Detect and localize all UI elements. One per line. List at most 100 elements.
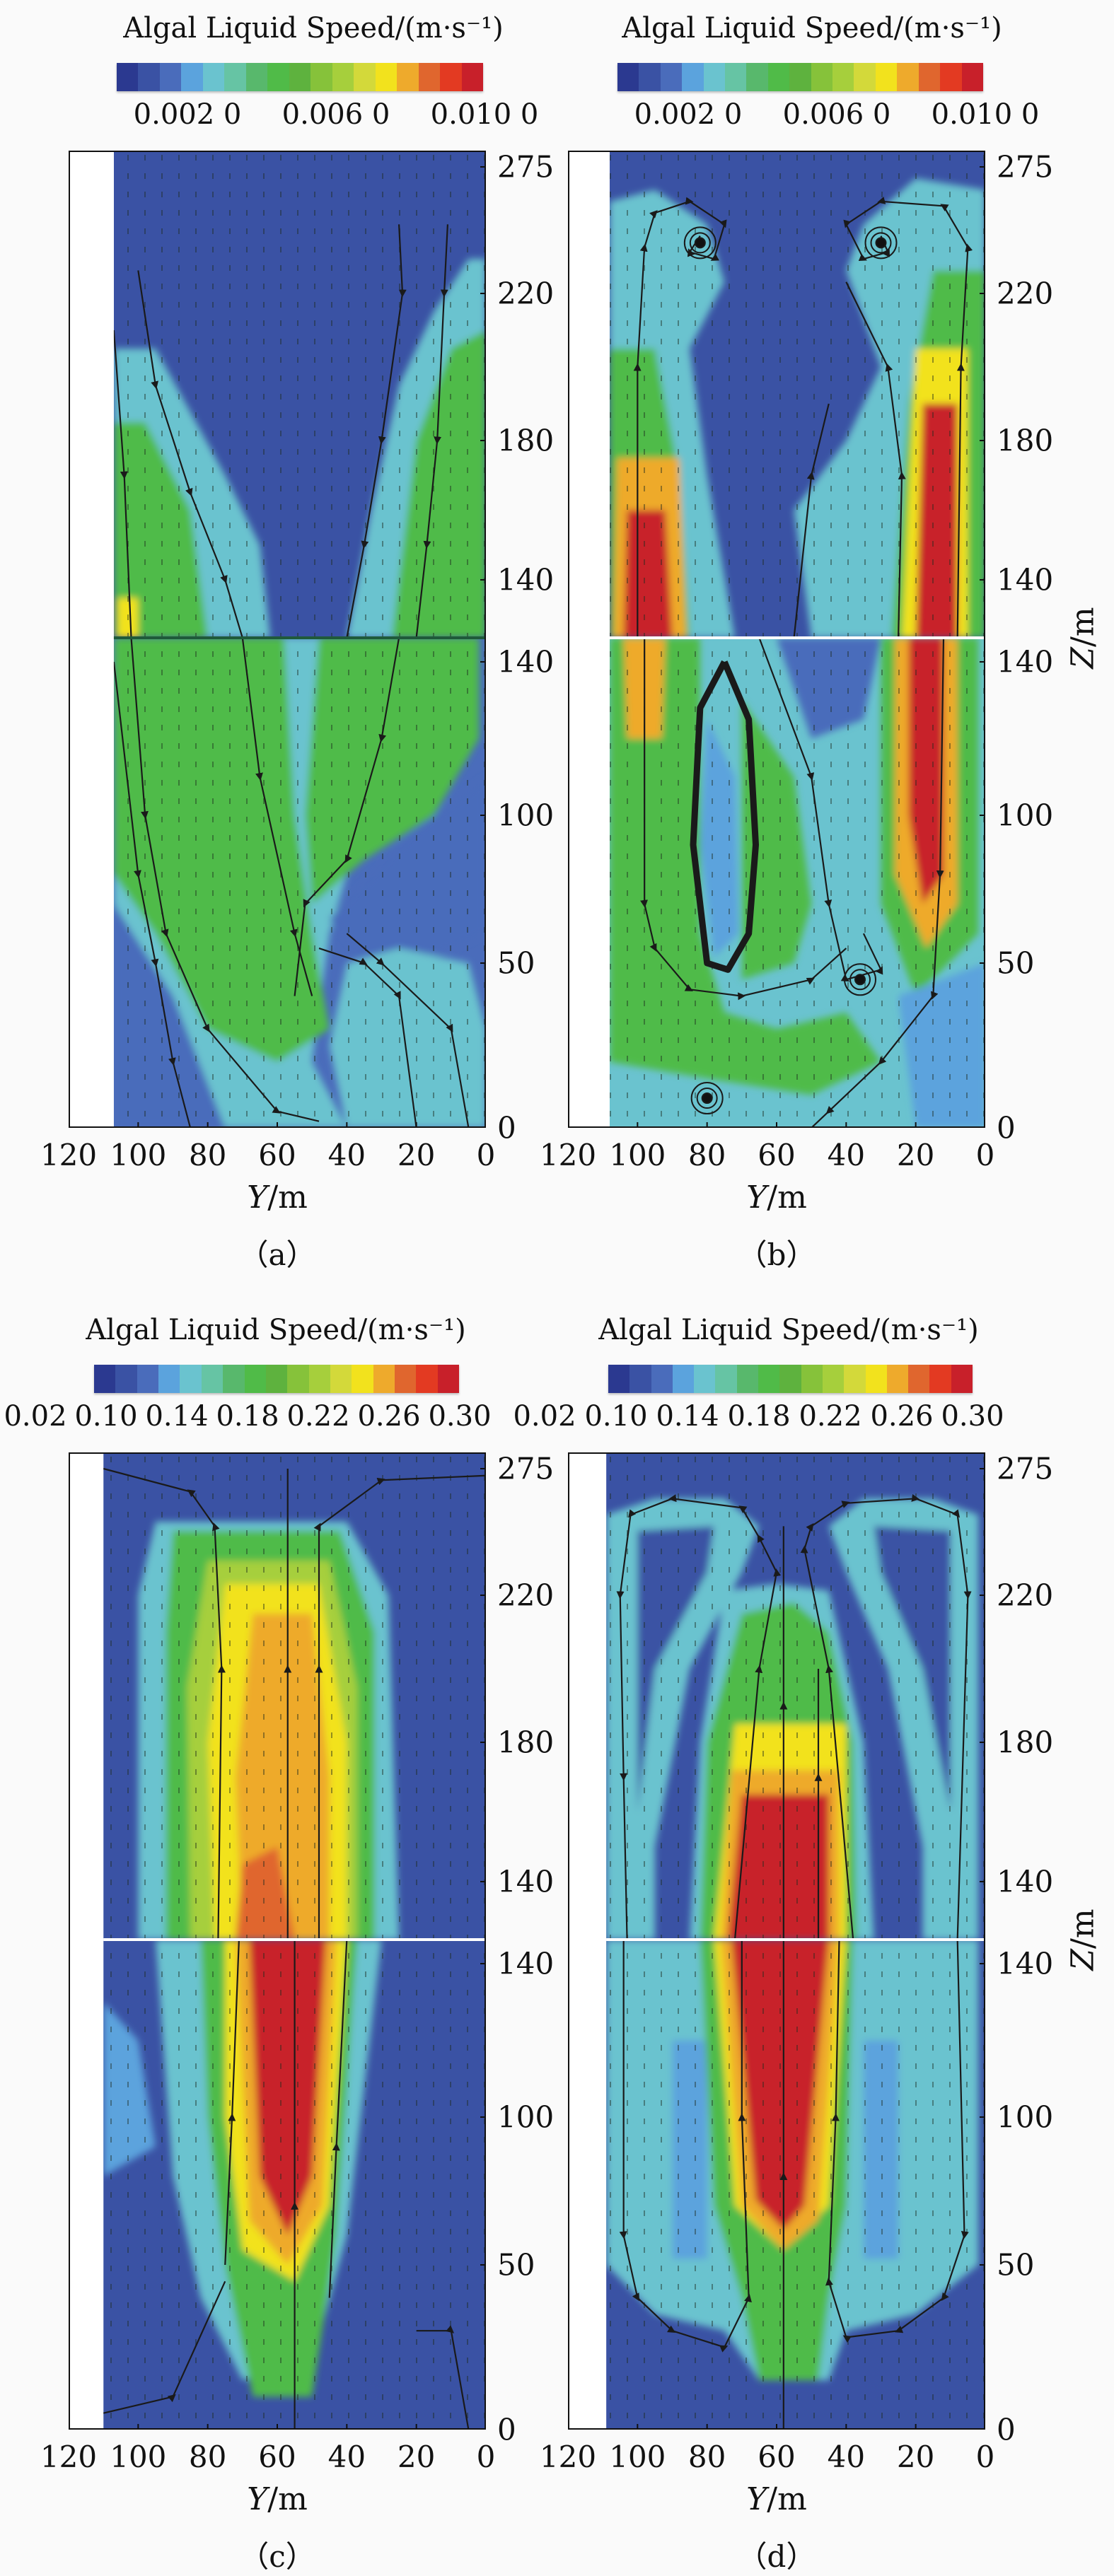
x-tick-label: 100: [609, 2440, 666, 2474]
colorbar-tick-label: 0.010 0: [931, 98, 1040, 131]
streamline: [619, 1940, 752, 2353]
streamline: [137, 270, 243, 638]
vortex-core: [864, 226, 898, 260]
x-tick-label: 20: [896, 1138, 935, 1172]
colorbar-swatch: [137, 1365, 159, 1393]
x-tick-label: 0: [476, 1138, 496, 1172]
colorbar-tick-label: 0.10: [584, 1400, 648, 1433]
contour-plot: [606, 1454, 984, 2428]
colorbar-tick-label: 0.14: [656, 1400, 719, 1433]
colorbar-tick-label: 0.26: [357, 1400, 421, 1433]
colorbar-title: Algal Liquid Speed/(m·s⁻¹): [123, 12, 504, 45]
section-lower: [103, 1940, 485, 2428]
streamline: [313, 1474, 485, 1940]
x-tick-label: 60: [258, 1138, 296, 1172]
colorbar-swatch: [703, 63, 726, 91]
colorbar-swatch: [736, 1365, 759, 1393]
colorbar-swatch: [354, 63, 376, 91]
streamline: [616, 1494, 782, 1940]
vortex-core: [849, 969, 871, 991]
z-tick-label: 180: [497, 423, 555, 458]
z-tick-label: 0: [497, 1110, 516, 1146]
vortex-core: [683, 226, 716, 260]
z-tick-label: 180: [997, 1725, 1054, 1760]
streamline: [416, 2325, 470, 2428]
x-tick-label: 40: [827, 2440, 866, 2474]
streamline: [346, 933, 470, 1126]
vortex-core: [701, 1092, 713, 1105]
z-tick-label: 50: [997, 2247, 1035, 2283]
vortex-core: [690, 1082, 724, 1115]
x-tick-label: 120: [40, 1138, 98, 1172]
colorbar-tick-label: 0.22: [799, 1400, 862, 1433]
x-axis-label: Y/m: [746, 1179, 807, 1216]
colorbar-swatch: [897, 63, 919, 91]
x-axis-var: Y: [746, 1179, 767, 1216]
colorbar-swatch: [138, 63, 160, 91]
colorbar-swatch: [789, 63, 811, 91]
z-tick-label: 180: [997, 423, 1054, 458]
z-tick-label: 140: [997, 1864, 1054, 1899]
colorbar-title: Algal Liquid Speed/(m·s⁻¹): [598, 1314, 979, 1346]
colorbar-swatch: [437, 1365, 460, 1393]
z-tick-label: 220: [997, 276, 1054, 311]
z-tick-label: 140: [497, 644, 555, 680]
x-tick-label: 100: [110, 2440, 167, 2474]
colorbar-swatch: [440, 63, 462, 91]
colorbar-swatch: [244, 1365, 266, 1393]
x-tick-label: 80: [687, 1138, 726, 1172]
z-tick-label: 140: [997, 562, 1054, 598]
colorbar-swatch: [940, 63, 962, 91]
colorbar-swatch: [844, 1365, 866, 1393]
vortex-core: [875, 237, 887, 249]
streamline: [811, 638, 945, 1126]
z-tick-label: 100: [497, 2099, 555, 2135]
colorbar-tick-label: 0.30: [428, 1400, 492, 1433]
x-axis-var: Y: [746, 2481, 767, 2517]
contour-plot: [103, 1454, 485, 2428]
streamline: [294, 638, 400, 996]
z-tick-label: 275: [497, 1451, 555, 1486]
colorbar-swatch: [397, 63, 419, 91]
streamline: [800, 1494, 972, 1940]
section-upper: [610, 152, 984, 638]
x-tick-label: 20: [397, 2440, 436, 2474]
z-axis-var: Z: [1064, 1948, 1101, 1971]
x-axis-label: Y/m: [746, 2481, 807, 2517]
section-upper: [606, 1454, 984, 1940]
plot-area: [568, 1452, 985, 2430]
z-tick-label: 275: [997, 149, 1054, 185]
z-tick-label: 140: [497, 562, 555, 598]
x-axis-var: Y: [247, 2481, 268, 2517]
x-tick-label: 0: [476, 2440, 496, 2474]
colorbar-swatch: [373, 1365, 395, 1393]
colorbar-swatch: [725, 63, 747, 91]
colorbar-swatch: [672, 1365, 695, 1393]
z-tick-label: 100: [997, 798, 1054, 833]
streamline: [690, 660, 759, 973]
velocity-vectors: [113, 638, 485, 1126]
z-tick-label: 140: [997, 1946, 1054, 1981]
x-tick-label: 100: [609, 1138, 666, 1172]
panel-b: Algal Liquid Speed/(m·s⁻¹) 0.002 0 0.006 0…: [540, 12, 1101, 1272]
z-tick-label: 50: [497, 2247, 535, 2283]
colorbar-swatch: [289, 63, 311, 91]
x-tick-label: 40: [827, 1138, 866, 1172]
z-tick-label: 275: [497, 149, 555, 185]
streamline: [346, 224, 407, 638]
colorbar: [117, 63, 483, 91]
colorbar-swatch: [395, 1365, 417, 1393]
section-lower: [610, 638, 984, 1126]
x-tick-label: 120: [539, 1138, 597, 1172]
x-axis-label: Y/m: [247, 1179, 308, 1216]
z-tick-label: 140: [997, 644, 1054, 680]
colorbar-swatch: [332, 63, 354, 91]
colorbar-tick-label: 0.02: [4, 1400, 67, 1433]
x-tick-label: 120: [539, 2440, 597, 2474]
x-tick-label: 60: [758, 2440, 796, 2474]
z-tick-label: 220: [997, 1578, 1054, 1613]
colorbar-swatch: [416, 1365, 438, 1393]
panel-caption: （c）: [239, 2539, 315, 2574]
colorbar-swatch: [180, 1365, 202, 1393]
colorbar-swatch: [608, 1365, 630, 1393]
